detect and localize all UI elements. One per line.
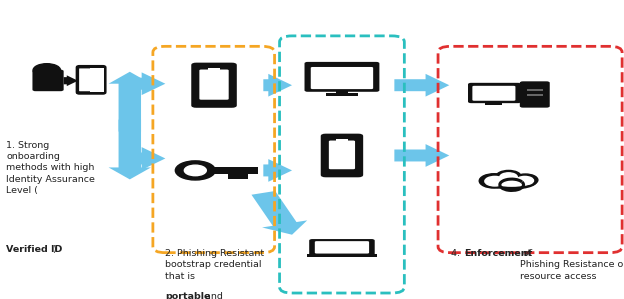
Bar <box>308 254 377 257</box>
Polygon shape <box>263 74 292 97</box>
Bar <box>90 68 104 92</box>
Bar <box>485 103 502 105</box>
Bar <box>239 174 248 179</box>
FancyBboxPatch shape <box>520 81 550 108</box>
Polygon shape <box>136 72 165 95</box>
Bar <box>527 89 543 91</box>
FancyBboxPatch shape <box>305 62 379 92</box>
Polygon shape <box>109 72 151 132</box>
Bar <box>336 139 348 141</box>
Bar <box>527 94 543 96</box>
FancyBboxPatch shape <box>472 86 515 101</box>
Ellipse shape <box>487 175 537 190</box>
Ellipse shape <box>492 178 531 187</box>
Text: ): ) <box>52 245 56 254</box>
Text: portable: portable <box>165 292 211 299</box>
Circle shape <box>496 170 521 182</box>
FancyBboxPatch shape <box>468 83 521 103</box>
Polygon shape <box>251 191 307 235</box>
FancyBboxPatch shape <box>311 67 373 89</box>
Circle shape <box>33 64 61 77</box>
Polygon shape <box>263 159 292 182</box>
Bar <box>228 173 239 179</box>
Text: and
attachable to the user: and attachable to the user <box>202 292 308 299</box>
Text: 1. Strong
onboarding
methods with high
Identity Assurance
Level (: 1. Strong onboarding methods with high I… <box>6 141 95 195</box>
Circle shape <box>184 165 207 176</box>
Circle shape <box>513 174 538 186</box>
Circle shape <box>485 176 505 186</box>
FancyBboxPatch shape <box>32 70 64 91</box>
Bar <box>212 167 258 174</box>
Circle shape <box>175 161 215 180</box>
Text: Enforcement: Enforcement <box>464 249 532 258</box>
FancyBboxPatch shape <box>321 134 363 177</box>
Circle shape <box>516 176 534 185</box>
Bar <box>490 101 497 104</box>
Text: of
Phishing Resistance on
resource access: of Phishing Resistance on resource acces… <box>520 249 624 281</box>
Polygon shape <box>394 144 449 167</box>
FancyBboxPatch shape <box>310 239 374 256</box>
FancyBboxPatch shape <box>77 67 105 93</box>
Circle shape <box>479 174 509 188</box>
Bar <box>326 93 358 96</box>
FancyBboxPatch shape <box>315 241 369 254</box>
FancyBboxPatch shape <box>191 63 236 108</box>
Bar <box>208 68 220 70</box>
FancyBboxPatch shape <box>200 70 228 100</box>
Text: 4.: 4. <box>451 249 462 258</box>
Text: Verified ID: Verified ID <box>6 245 62 254</box>
Polygon shape <box>136 147 165 170</box>
Polygon shape <box>109 120 151 179</box>
FancyBboxPatch shape <box>329 141 355 169</box>
Polygon shape <box>394 74 449 97</box>
Circle shape <box>500 173 517 181</box>
Bar <box>336 89 348 94</box>
Text: 2. Phishing Resistant
bootstrap credential
that is: 2. Phishing Resistant bootstrap credenti… <box>165 249 265 281</box>
Polygon shape <box>64 75 78 86</box>
FancyBboxPatch shape <box>77 67 105 93</box>
